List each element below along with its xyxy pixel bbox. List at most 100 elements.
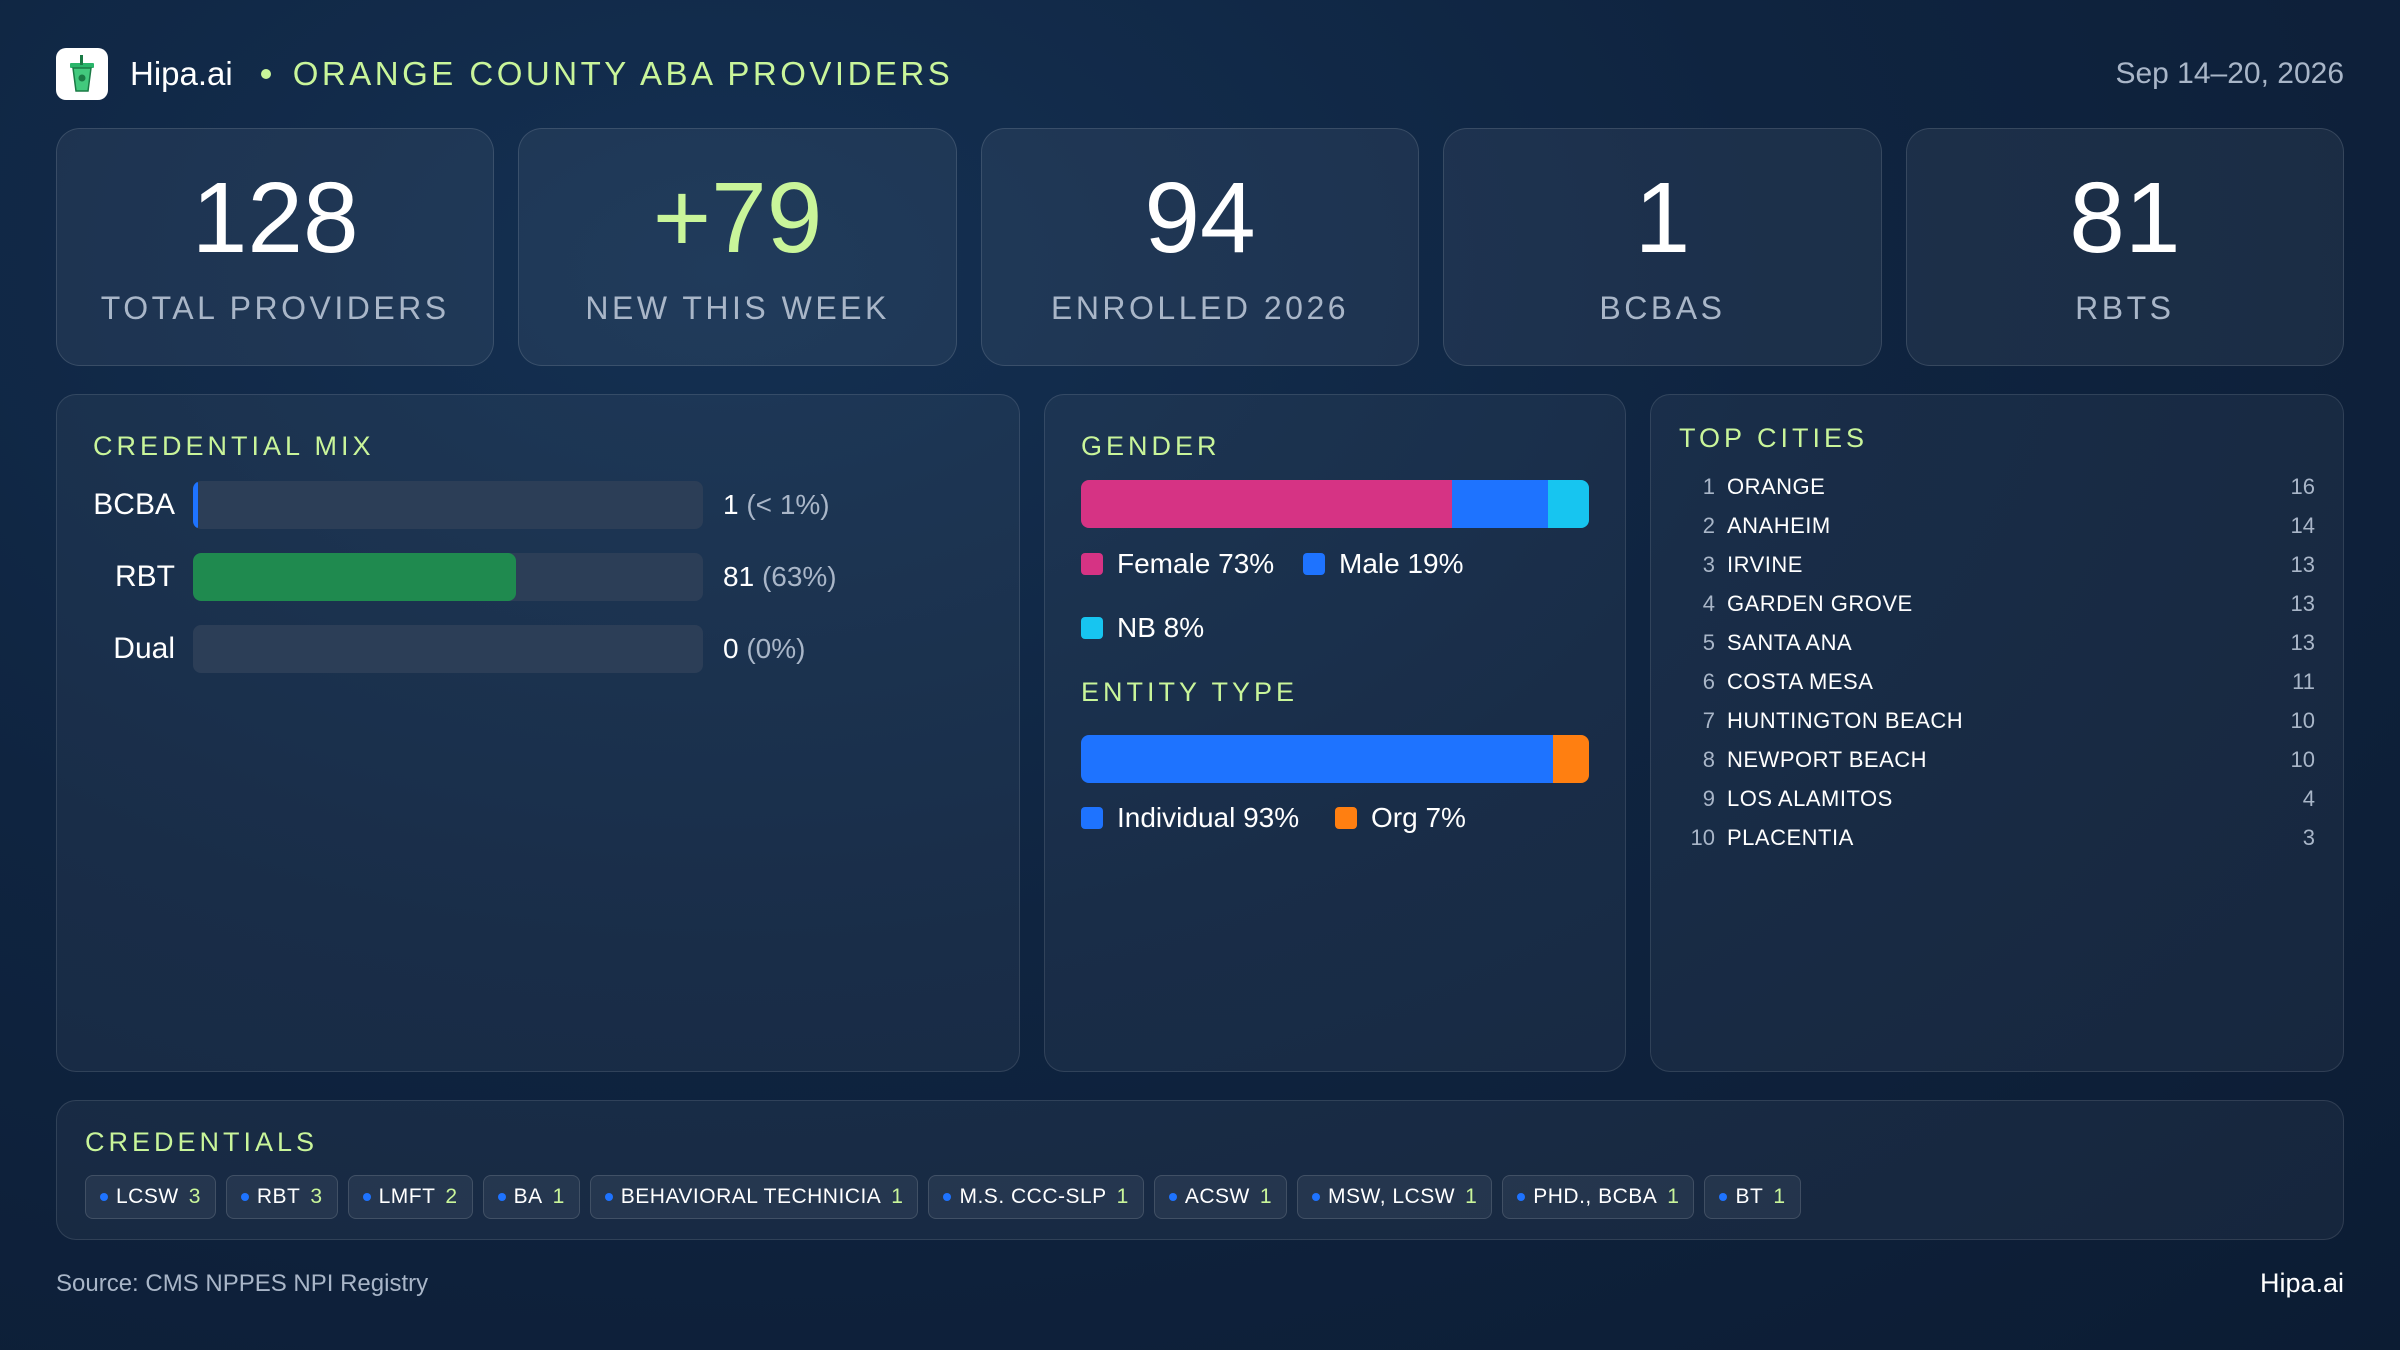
segment-female — [1081, 480, 1452, 528]
chip-count: 1 — [1259, 1185, 1273, 1208]
brand-name: Hipa.ai — [130, 55, 233, 92]
bar-value-label: 81 (63%) — [723, 561, 837, 593]
bar-value-label: 1 (< 1%) — [723, 489, 830, 521]
chip-count: 1 — [1773, 1185, 1786, 1208]
chip-count: 1 — [1116, 1185, 1129, 1208]
city-name: ORANGE — [1727, 474, 1826, 499]
top-cities-panel: TOP CITIES 1 ORANGE 16 2 ANAHEIM 14 3 IRVINE 13 4… — [1650, 394, 2344, 1072]
credential-chip: RBT 3 — [225, 1175, 338, 1219]
kpi-label: ENROLLED 2026 — [1050, 289, 1350, 326]
legend-swatch — [1081, 807, 1103, 829]
bar-track — [193, 553, 703, 601]
kpi-total-providers: 128 TOTAL PROVIDERS — [56, 128, 495, 366]
legend-label: Male 19% — [1339, 548, 1464, 579]
chip-label: BEHAVIORAL TECHNICIA — [620, 1185, 882, 1208]
panel-title: CREDENTIAL MIX — [93, 431, 375, 461]
chip-label: LCSW — [116, 1185, 179, 1208]
table-row: 4 GARDEN GROVE 13 — [1679, 586, 2315, 622]
panel-title: CREDENTIALS — [85, 1127, 319, 1157]
kpi-row: 128 TOTAL PROVIDERS +79 NEW THIS WEEK 94… — [56, 128, 2345, 366]
chip-label: BT — [1735, 1185, 1764, 1208]
bar-percent: (0%) — [746, 633, 806, 664]
credential-mix-panel: CREDENTIAL MIX BCBA 1 (< 1%) RBT 81 (63%… — [56, 394, 1020, 1072]
source-note: Source: CMS NPPES NPI Registry — [56, 1270, 429, 1297]
city-name: LOS ALAMITOS — [1727, 786, 1893, 811]
city-rank: 2 — [1702, 513, 1715, 538]
legend-org: Org 7% — [1335, 802, 1466, 834]
city-name: PLACENTIA — [1727, 825, 1854, 850]
kpi-rbts: 81 RBTS — [1905, 128, 2345, 366]
chip-dot-icon — [604, 1193, 613, 1201]
segment-org — [1553, 735, 1589, 783]
city-rank: 6 — [1702, 669, 1715, 694]
chip-label: MSW, LCSW — [1328, 1185, 1456, 1208]
legend-nb: NB 8% — [1081, 612, 1204, 644]
credential-chip: BEHAVIORAL TECHNICIA 1 — [589, 1175, 919, 1219]
app-logo — [56, 48, 108, 100]
legend-label: NB 8% — [1117, 612, 1205, 643]
bar-label: BCBA — [93, 488, 175, 521]
table-row: 10 PLACENTIA 3 — [1679, 820, 2315, 856]
city-count: 3 — [2302, 825, 2315, 850]
legend-individual: Individual 93% — [1081, 802, 1299, 834]
city-count: 13 — [2290, 591, 2315, 616]
kpi-value: +79 — [652, 161, 823, 274]
kpi-value: 128 — [191, 161, 359, 274]
date-range: Sep 14–20, 2026 — [2115, 57, 2344, 90]
kpi-enrolled-2026: 94 ENROLLED 2026 — [980, 128, 1420, 366]
city-name: GARDEN GROVE — [1727, 591, 1913, 616]
bar-track — [193, 625, 703, 673]
legend-swatch — [1335, 807, 1357, 829]
table-row: 3 IRVINE 13 — [1679, 547, 2315, 583]
city-rank: 5 — [1702, 630, 1715, 655]
kpi-label: RBTS — [2075, 289, 2175, 326]
credential-chip: BT 1 — [1704, 1175, 1801, 1219]
panel-title: ENTITY TYPE — [1081, 677, 1299, 707]
kpi-new-this-week: +79 NEW THIS WEEK — [518, 128, 957, 366]
chip-dot-icon — [943, 1193, 952, 1201]
credential-chip: LMFT 2 — [347, 1175, 473, 1219]
bar-row-rbt: RBT 81 (63%) — [57, 552, 1019, 602]
city-rank: 4 — [1702, 591, 1715, 616]
legend-swatch — [1303, 553, 1325, 575]
credential-chip: ACSW 1 — [1153, 1175, 1288, 1219]
legend-label: Org 7% — [1371, 802, 1466, 833]
credential-chip: PHD., BCBA 1 — [1502, 1175, 1695, 1219]
city-rank: 1 — [1702, 474, 1715, 499]
panel-title: TOP CITIES — [1679, 423, 1869, 453]
chip-label: ACSW — [1184, 1185, 1250, 1208]
city-rank: 7 — [1702, 708, 1715, 733]
city-count: 10 — [2290, 708, 2315, 733]
chip-dot-icon — [240, 1193, 249, 1201]
legend-swatch — [1081, 617, 1103, 639]
chip-label: M.S. CCC-SLP — [959, 1185, 1107, 1208]
title-separator — [260, 69, 271, 79]
table-row: 2 ANAHEIM 14 — [1679, 508, 2315, 544]
table-row: 5 SANTA ANA 13 — [1679, 625, 2315, 661]
kpi-value: 81 — [2069, 161, 2181, 274]
kpi-label: NEW THIS WEEK — [585, 289, 890, 326]
header: Hipa.ai ORANGE COUNTY ABA PROVIDERS Sep … — [56, 46, 2344, 102]
gender-stacked-bar — [1081, 480, 1589, 528]
table-row: 9 LOS ALAMITOS 4 — [1679, 781, 2315, 817]
kpi-value: 1 — [1634, 161, 1691, 274]
city-count: 16 — [2290, 474, 2315, 499]
chip-dot-icon — [1312, 1193, 1321, 1201]
bar-value-label: 0 (0%) — [723, 633, 805, 665]
chip-dot-icon — [1719, 1193, 1728, 1201]
chip-label: LMFT — [378, 1185, 436, 1208]
city-name: SANTA ANA — [1727, 630, 1853, 655]
legend-male: Male 19% — [1303, 548, 1464, 580]
credential-chip: M.S. CCC-SLP 1 — [928, 1175, 1144, 1219]
table-row: 1 ORANGE 16 — [1679, 469, 2315, 505]
kpi-label: BCBAS — [1599, 289, 1726, 326]
bar-label: Dual — [113, 632, 175, 665]
report-title: ORANGE COUNTY ABA PROVIDERS — [292, 55, 954, 92]
chip-dot-icon — [1168, 1193, 1177, 1201]
city-name: IRVINE — [1727, 552, 1803, 577]
bar-row-bcba: BCBA 1 (< 1%) — [57, 480, 1019, 530]
bar-percent: (63%) — [761, 561, 837, 592]
bar-rbt — [193, 553, 516, 601]
city-count: 4 — [2302, 786, 2315, 811]
bar-label: RBT — [115, 560, 175, 593]
